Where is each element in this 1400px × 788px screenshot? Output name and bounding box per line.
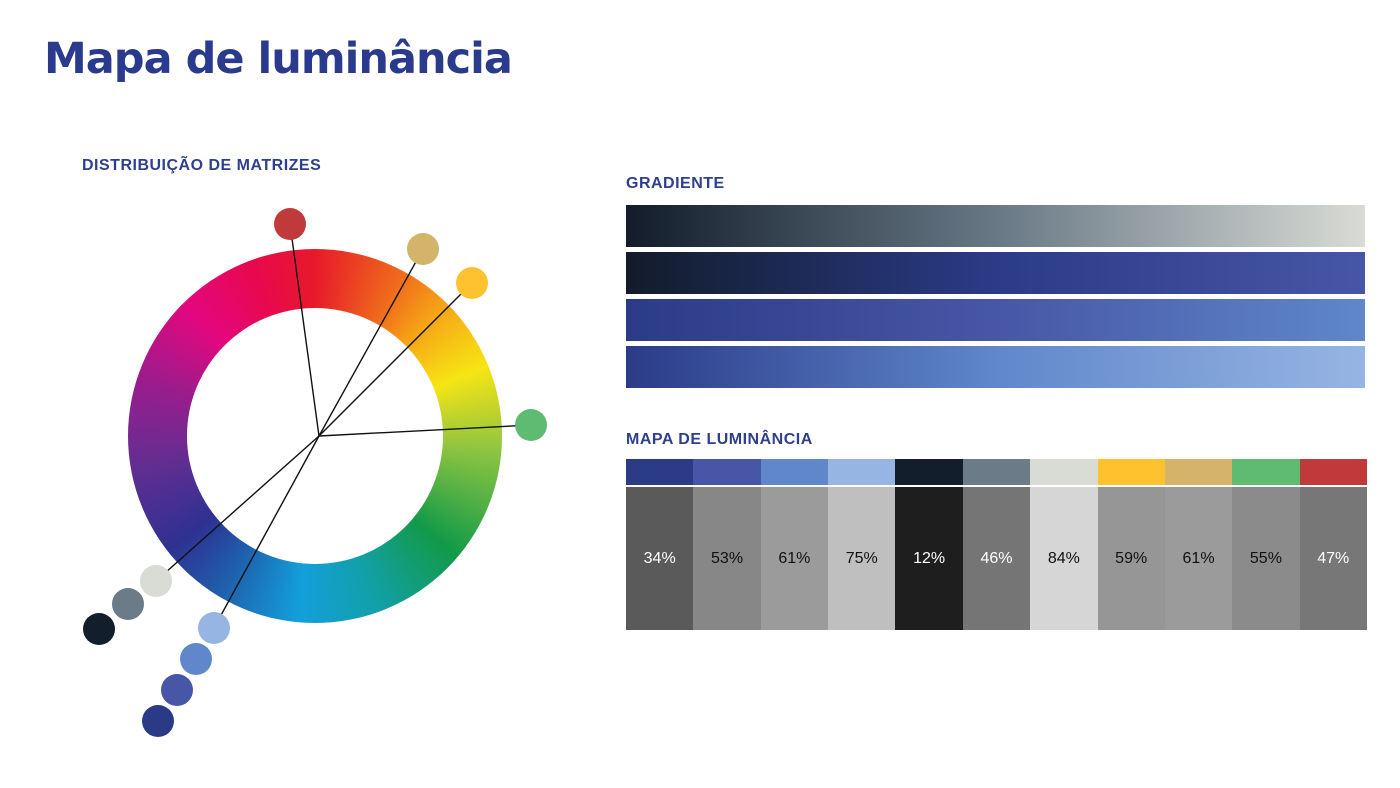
red-dot bbox=[274, 208, 306, 240]
luminance-value-10: 55% bbox=[1232, 487, 1300, 630]
luminance-value-5: 12% bbox=[895, 487, 963, 630]
swatch-6 bbox=[962, 459, 1031, 485]
swatch-5 bbox=[895, 459, 963, 485]
navy-dot bbox=[83, 613, 115, 645]
hue-ring bbox=[128, 249, 502, 623]
page-title: Mapa de luminância bbox=[44, 34, 513, 84]
color-dots bbox=[83, 208, 547, 737]
luminance-value-7: 84% bbox=[1030, 487, 1098, 630]
gold-dot bbox=[407, 233, 439, 265]
luminance-value-4: 75% bbox=[828, 487, 896, 630]
gradient-bar-2 bbox=[626, 252, 1365, 294]
luminance-table: 34% 53% 61% 75% 12% 46% 84% 59% 61% 55% … bbox=[626, 459, 1367, 630]
swatch-1 bbox=[626, 459, 694, 485]
luminance-value-9: 61% bbox=[1164, 487, 1233, 630]
connector-line-2 bbox=[318, 248, 424, 437]
connector-line-3 bbox=[318, 282, 473, 437]
luminance-value-6: 46% bbox=[962, 487, 1031, 630]
luminance-value-8: 59% bbox=[1097, 487, 1165, 630]
luminance-value-row: 34% 53% 61% 75% 12% 46% 84% 59% 61% 55% … bbox=[626, 487, 1367, 630]
wheel-section-label: DISTRIBUIÇÃO DE MATRIZES bbox=[82, 157, 322, 174]
swatch-9 bbox=[1164, 459, 1233, 485]
gradient-section-label: GRADIENTE bbox=[626, 175, 725, 192]
swatch-4 bbox=[828, 459, 896, 485]
green-dot bbox=[515, 409, 547, 441]
connector-line-6 bbox=[213, 435, 320, 629]
blue-dot bbox=[161, 674, 193, 706]
swatch-3 bbox=[760, 459, 829, 485]
swatch-7 bbox=[1030, 459, 1098, 485]
swatch-row bbox=[626, 459, 1367, 485]
swatch-11 bbox=[1299, 459, 1367, 485]
hue-ring-gradient bbox=[128, 249, 502, 623]
gradient-bar-1 bbox=[626, 205, 1365, 247]
dark-blue-dot bbox=[142, 705, 174, 737]
connector-line-4 bbox=[318, 424, 532, 437]
gradient-bar-4 bbox=[626, 346, 1365, 388]
gradient-bar-3 bbox=[626, 299, 1365, 341]
swatch-8 bbox=[1097, 459, 1165, 485]
swatch-10 bbox=[1232, 459, 1300, 485]
yellow-dot bbox=[456, 267, 488, 299]
luminance-value-2: 53% bbox=[693, 487, 761, 630]
luminance-value-11: 47% bbox=[1299, 487, 1367, 630]
connector-lines bbox=[155, 223, 532, 629]
light-gray-dot bbox=[140, 565, 172, 597]
mid-blue-dot bbox=[180, 643, 212, 675]
luminance-section-label: MAPA DE LUMINÂNCIA bbox=[626, 431, 813, 448]
light-blue-dot bbox=[198, 612, 230, 644]
swatch-2 bbox=[693, 459, 761, 485]
luminance-value-3: 61% bbox=[760, 487, 829, 630]
connector-line-5 bbox=[155, 435, 320, 582]
gray-dot bbox=[112, 588, 144, 620]
luminance-value-1: 34% bbox=[626, 487, 694, 630]
connector-line-1 bbox=[289, 223, 320, 437]
